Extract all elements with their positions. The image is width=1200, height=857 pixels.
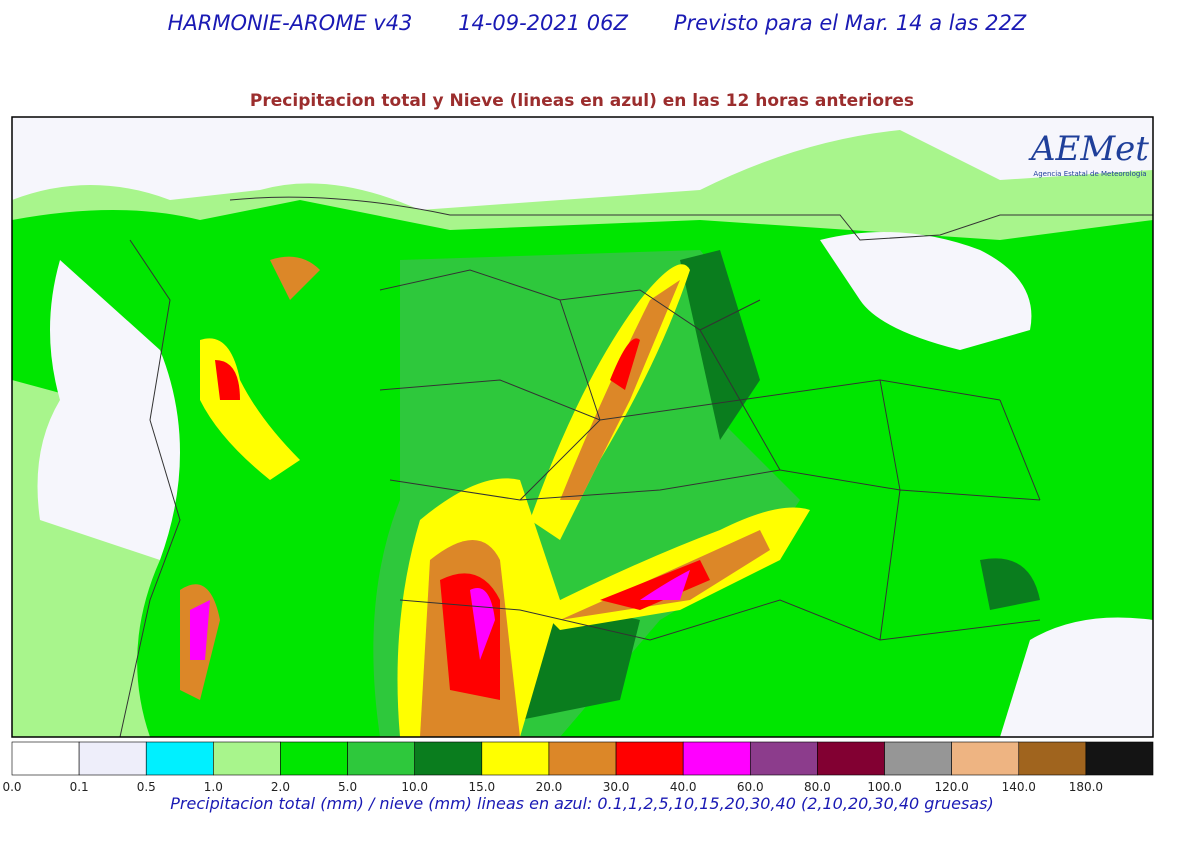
colorbar: 0.0 0.1 0.5 1.0 2.0 5.0 10.0 15.0 20.0 30.0 40.0 60… bbox=[2, 741, 1154, 794]
colorbar-swatch bbox=[280, 741, 348, 776]
colorbar-label: 80.0 bbox=[804, 780, 831, 794]
precip-map bbox=[12, 117, 1153, 737]
map-frame bbox=[11, 116, 1154, 738]
colorbar-swatch bbox=[78, 741, 147, 776]
colorbar-swatch bbox=[884, 741, 952, 776]
colorbar-swatch bbox=[414, 741, 483, 776]
colorbar-label: 100.0 bbox=[867, 780, 901, 794]
colorbar-label: 2.0 bbox=[271, 780, 290, 794]
colorbar-caption: Precipitacion total (mm) / nieve (mm) li… bbox=[170, 794, 993, 813]
logo-agency: Agencia Estatal de Meteorología bbox=[1033, 170, 1146, 178]
colorbar-label: 5.0 bbox=[338, 780, 357, 794]
colorbar-swatch bbox=[1085, 741, 1154, 776]
colorbar-swatch bbox=[145, 741, 214, 776]
logo: AEMet bbox=[1028, 129, 1149, 169]
colorbar-label: 140.0 bbox=[1002, 780, 1036, 794]
colorbar-swatch bbox=[749, 741, 818, 776]
colorbar-label: 1.0 bbox=[204, 780, 223, 794]
colorbar-swatch bbox=[548, 741, 617, 776]
colorbar-swatch bbox=[213, 741, 281, 776]
colorbar-label: 0.0 bbox=[2, 780, 21, 794]
colorbar-swatch bbox=[1018, 741, 1087, 776]
colorbar-label: 120.0 bbox=[934, 780, 968, 794]
colorbar-swatch bbox=[481, 741, 550, 776]
colorbar-swatch bbox=[682, 741, 751, 776]
colorbar-label: 60.0 bbox=[737, 780, 764, 794]
run-time: 14-09-2021 06Z bbox=[458, 11, 628, 35]
colorbar-label: 10.0 bbox=[401, 780, 428, 794]
colorbar-label: 0.1 bbox=[70, 780, 89, 794]
colorbar-label: 30.0 bbox=[603, 780, 630, 794]
colorbar-swatch bbox=[11, 741, 80, 776]
colorbar-label: 0.5 bbox=[137, 780, 156, 794]
colorbar-label: 40.0 bbox=[670, 780, 697, 794]
colorbar-swatch bbox=[347, 741, 416, 776]
model-name: HARMONIE-AROME v43 bbox=[168, 11, 413, 35]
colorbar-label: 180.0 bbox=[1069, 780, 1103, 794]
colorbar-swatch bbox=[817, 741, 885, 776]
colorbar-label: 15.0 bbox=[468, 780, 495, 794]
colorbar-label: 20.0 bbox=[536, 780, 563, 794]
colorbar-swatch bbox=[615, 741, 684, 776]
valid-time: Previsto para el Mar. 14 a las 22Z bbox=[674, 11, 1027, 35]
subtitle: Precipitacion total y Nieve (lineas en a… bbox=[250, 91, 914, 111]
colorbar-swatch bbox=[951, 741, 1020, 776]
